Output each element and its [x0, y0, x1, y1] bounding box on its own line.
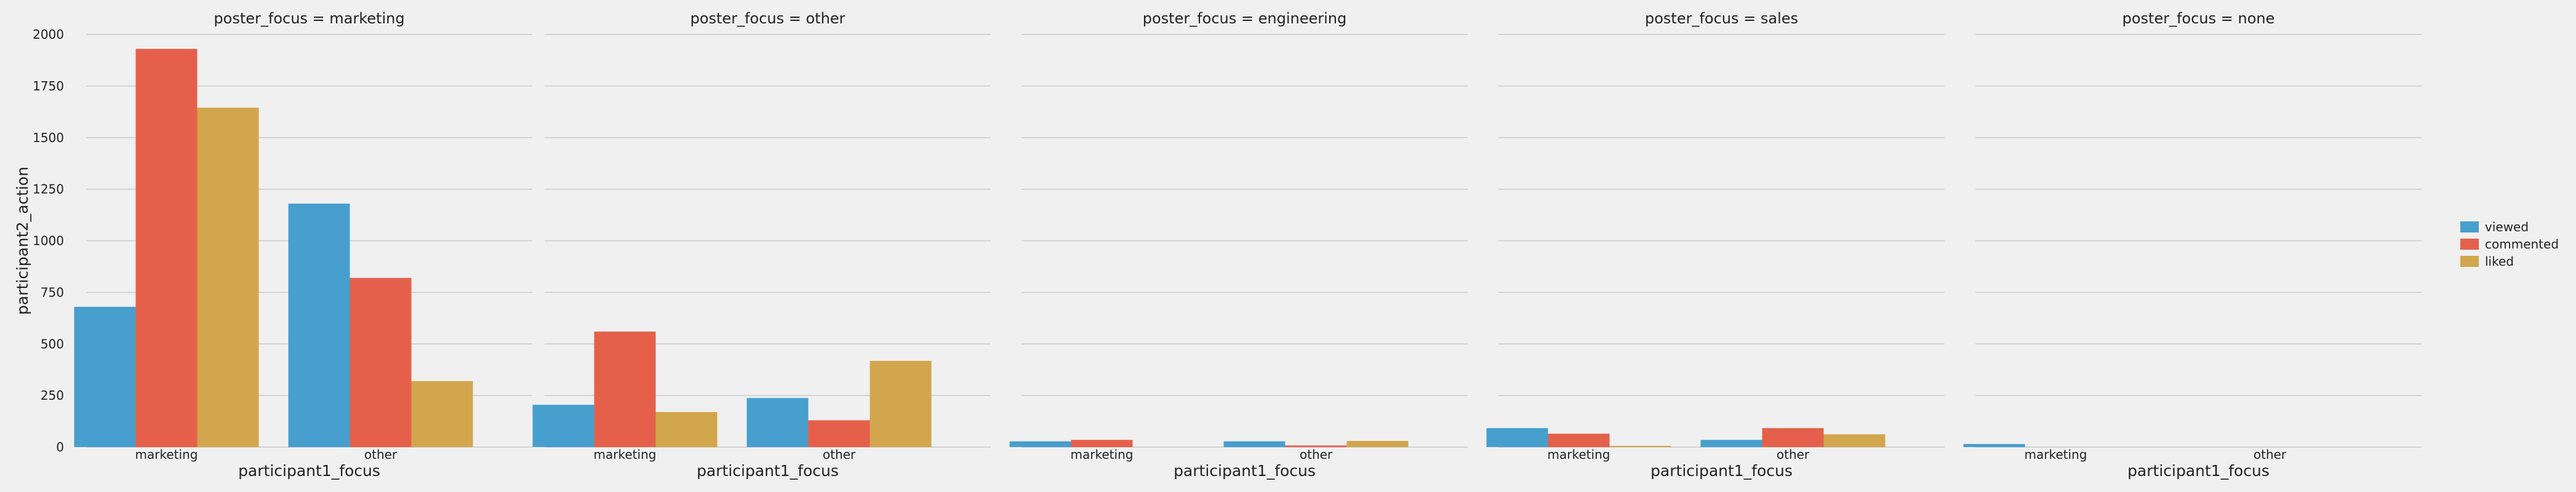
x-tick-label: other — [823, 447, 856, 462]
bar-commented-other — [1762, 428, 1824, 447]
x-tick-label: marketing — [1548, 447, 1610, 462]
legend-swatch-liked — [2460, 256, 2479, 267]
x-tick-label: marketing — [135, 447, 198, 462]
legend-label: commented — [2485, 237, 2559, 252]
bar-viewed-other — [288, 204, 350, 447]
y-tick-label: 750 — [41, 285, 64, 300]
y-tick-label: 1250 — [33, 182, 64, 197]
legend-swatch-viewed — [2460, 221, 2479, 232]
x-tick-label: marketing — [1071, 447, 1134, 462]
bar-commented-other — [1285, 445, 1347, 447]
bar-commented-marketing — [1548, 434, 1610, 447]
bar-commented-other — [350, 277, 412, 447]
bar-commented-marketing — [135, 49, 198, 448]
legend-label: liked — [2485, 254, 2514, 269]
x-tick-label: other — [1777, 447, 1810, 462]
y-tick-label: 2000 — [33, 27, 64, 42]
bar-liked-other — [411, 381, 473, 447]
x-tick-label: other — [2254, 447, 2287, 462]
y-tick-label: 250 — [41, 388, 64, 403]
y-axis-label: participant2_action — [14, 167, 31, 315]
bar-viewed-other — [746, 398, 809, 447]
legend-swatch-commented — [2460, 239, 2479, 250]
bar-viewed-marketing — [1963, 443, 2025, 447]
y-tick-label: 1000 — [33, 234, 64, 248]
bar-commented-marketing — [594, 331, 656, 447]
y-tick-label: 0 — [56, 440, 64, 454]
x-axis-label: participant1_focus — [1174, 462, 1316, 480]
bar-liked-other — [870, 360, 932, 447]
panel-title: poster_focus = none — [2122, 10, 2275, 27]
bar-liked-other — [1823, 434, 1886, 447]
bar-liked-marketing — [197, 108, 259, 448]
panel-title: poster_focus = sales — [1645, 10, 1798, 27]
bar-liked-marketing — [1609, 445, 1671, 447]
x-tick-label: other — [364, 447, 398, 462]
bar-viewed-marketing — [74, 306, 136, 447]
y-tick-label: 1750 — [33, 79, 64, 93]
bar-liked-marketing — [655, 411, 718, 447]
panel-title: poster_focus = other — [690, 10, 846, 27]
x-tick-label: marketing — [2025, 447, 2087, 462]
x-axis-label: participant1_focus — [238, 462, 380, 480]
x-tick-label: other — [1300, 447, 1333, 462]
bar-liked-other — [1346, 440, 1409, 447]
panel-title: poster_focus = engineering — [1143, 10, 1346, 27]
bar-commented-marketing — [1071, 440, 1133, 447]
x-tick-label: marketing — [594, 447, 657, 462]
bar-viewed-marketing — [532, 405, 594, 447]
bar-commented-other — [808, 420, 870, 447]
bar-viewed-marketing — [1486, 428, 1548, 447]
x-axis-label: participant1_focus — [697, 462, 839, 480]
y-tick-label: 500 — [41, 336, 64, 351]
x-axis-label: participant1_focus — [1650, 462, 1793, 480]
bar-viewed-marketing — [1009, 441, 1071, 447]
x-axis-label: participant1_focus — [2127, 462, 2270, 480]
panel-title: poster_focus = marketing — [214, 10, 404, 27]
y-tick-label: 1500 — [33, 130, 64, 145]
legend-label: viewed — [2485, 220, 2529, 234]
bar-viewed-other — [1700, 440, 1762, 447]
bar-viewed-other — [1223, 441, 1286, 447]
